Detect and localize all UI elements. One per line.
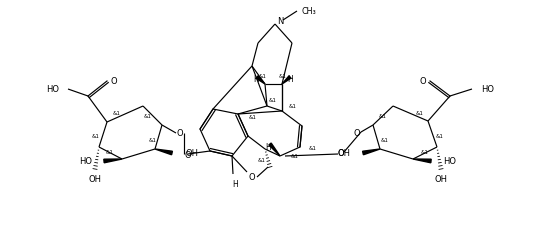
Text: HO: HO (46, 85, 59, 94)
Text: N: N (277, 17, 283, 26)
Text: H: H (232, 180, 238, 189)
Text: HO: HO (481, 85, 494, 94)
Text: HO: HO (443, 157, 456, 166)
Text: O: O (338, 148, 344, 157)
Text: O: O (249, 173, 255, 182)
Text: &1: &1 (416, 111, 424, 116)
Text: &1: &1 (149, 138, 157, 143)
Text: O: O (176, 129, 184, 138)
Polygon shape (256, 76, 265, 85)
Text: O: O (111, 77, 117, 86)
Text: OH: OH (434, 175, 447, 184)
Text: O: O (353, 128, 361, 137)
Text: &1: &1 (106, 149, 114, 154)
Text: &1: &1 (381, 138, 389, 143)
Text: OH: OH (337, 148, 350, 157)
Text: &1: &1 (113, 111, 121, 116)
Text: &1: &1 (92, 133, 100, 138)
Text: &1: &1 (291, 154, 299, 159)
Text: HO: HO (79, 157, 92, 166)
Text: &1: &1 (289, 104, 297, 109)
Polygon shape (269, 143, 280, 156)
Polygon shape (363, 149, 380, 155)
Text: &1: &1 (279, 74, 287, 79)
Text: &1: &1 (259, 74, 267, 79)
Polygon shape (413, 159, 431, 163)
Text: &1: &1 (249, 115, 257, 120)
Polygon shape (282, 76, 291, 85)
Text: CH₃: CH₃ (302, 6, 317, 15)
Text: &1: &1 (309, 145, 317, 150)
Text: &1: &1 (144, 114, 152, 119)
Text: O: O (420, 77, 426, 86)
Text: H: H (265, 142, 271, 151)
Text: &1: &1 (258, 157, 266, 162)
Text: &1: &1 (421, 149, 429, 154)
Text: OH: OH (185, 148, 198, 157)
Text: &1: &1 (379, 114, 387, 119)
Text: H: H (253, 75, 259, 84)
Text: H: H (287, 75, 293, 84)
Text: O: O (185, 150, 191, 159)
Text: &1: &1 (436, 133, 444, 138)
Polygon shape (155, 149, 173, 155)
Polygon shape (104, 159, 122, 163)
Text: OH: OH (89, 175, 102, 184)
Text: &1: &1 (269, 97, 277, 102)
